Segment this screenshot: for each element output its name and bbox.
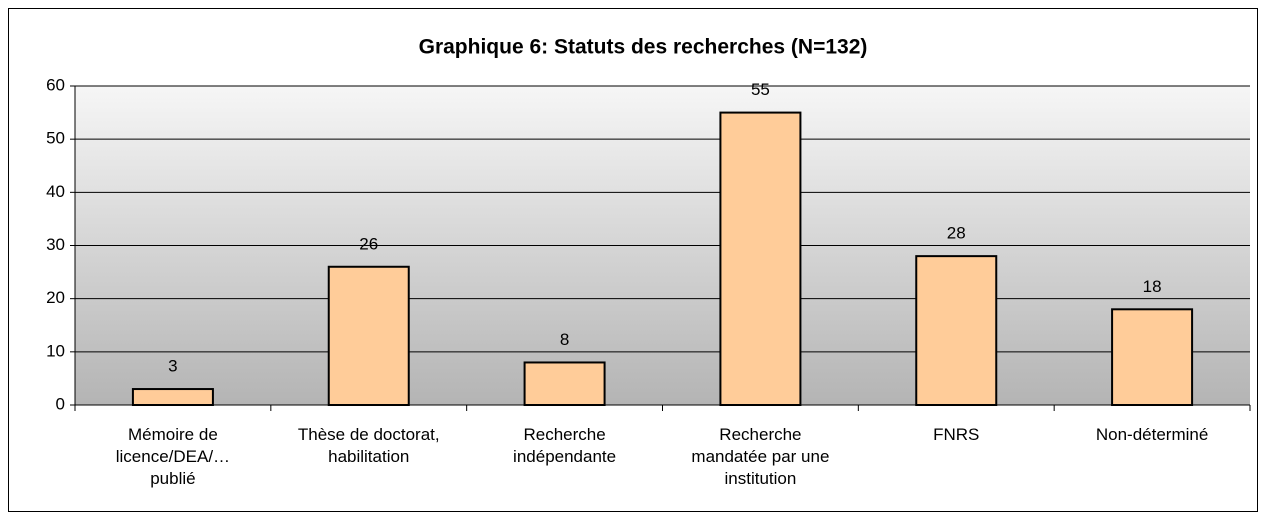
y-tick-label: 10 bbox=[46, 341, 65, 360]
y-tick-label: 30 bbox=[46, 235, 65, 254]
bar bbox=[523, 361, 606, 407]
x-tick-label: Mémoire de licence/DEA/… publié bbox=[115, 425, 231, 488]
x-tick-label: Non-déterminé bbox=[1095, 425, 1209, 444]
y-tick-label: 0 bbox=[56, 394, 65, 413]
data-label: 18 bbox=[1143, 277, 1162, 296]
data-label: 8 bbox=[560, 330, 569, 349]
x-tick-label: Thèse de doctorat, habilitation bbox=[297, 425, 440, 466]
y-tick-label: 20 bbox=[46, 288, 65, 307]
data-label: 26 bbox=[359, 234, 378, 253]
data-label: 3 bbox=[168, 357, 177, 376]
y-tick-label: 60 bbox=[46, 75, 65, 94]
chart-title: Graphique 6: Statuts des recherches (N=1… bbox=[419, 36, 868, 59]
y-tick-label: 40 bbox=[46, 182, 65, 201]
bar bbox=[915, 255, 998, 406]
data-label: 55 bbox=[751, 80, 770, 99]
bar bbox=[719, 111, 802, 406]
data-label: 28 bbox=[947, 224, 966, 243]
x-tick-label: Recherche mandatée par une institution bbox=[691, 425, 830, 488]
x-tick-label: Recherche indépendante bbox=[513, 425, 617, 466]
bar bbox=[131, 388, 214, 406]
bar bbox=[1111, 308, 1194, 406]
x-tick-label: FNRS bbox=[933, 425, 980, 444]
bar bbox=[327, 265, 410, 406]
y-tick-label: 50 bbox=[46, 129, 65, 148]
